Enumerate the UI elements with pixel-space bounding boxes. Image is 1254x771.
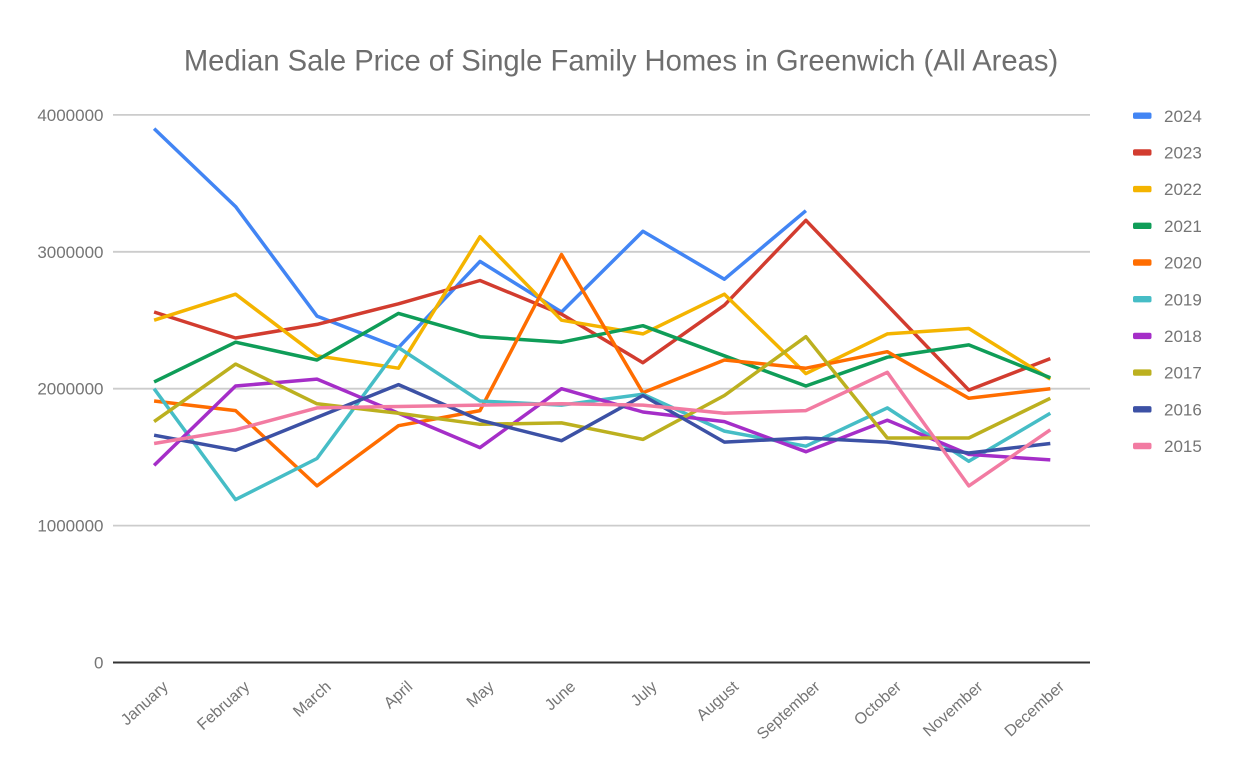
svg-text:2016: 2016 [1164, 400, 1202, 419]
svg-text:2015: 2015 [1164, 437, 1202, 456]
svg-text:2018: 2018 [1164, 327, 1202, 346]
svg-text:2019: 2019 [1164, 290, 1202, 309]
svg-text:2000000: 2000000 [37, 380, 103, 399]
svg-text:2020: 2020 [1164, 254, 1202, 273]
svg-text:2023: 2023 [1164, 144, 1202, 163]
svg-text:2017: 2017 [1164, 364, 1202, 383]
svg-text:2024: 2024 [1164, 107, 1202, 126]
svg-text:4000000: 4000000 [37, 106, 103, 125]
svg-text:Median Sale Price of Single Fa: Median Sale Price of Single Family Homes… [184, 46, 1058, 78]
svg-text:3000000: 3000000 [37, 243, 103, 262]
svg-text:2022: 2022 [1164, 180, 1202, 199]
svg-text:2021: 2021 [1164, 217, 1202, 236]
svg-text:1000000: 1000000 [37, 517, 103, 536]
svg-text:0: 0 [94, 654, 103, 673]
